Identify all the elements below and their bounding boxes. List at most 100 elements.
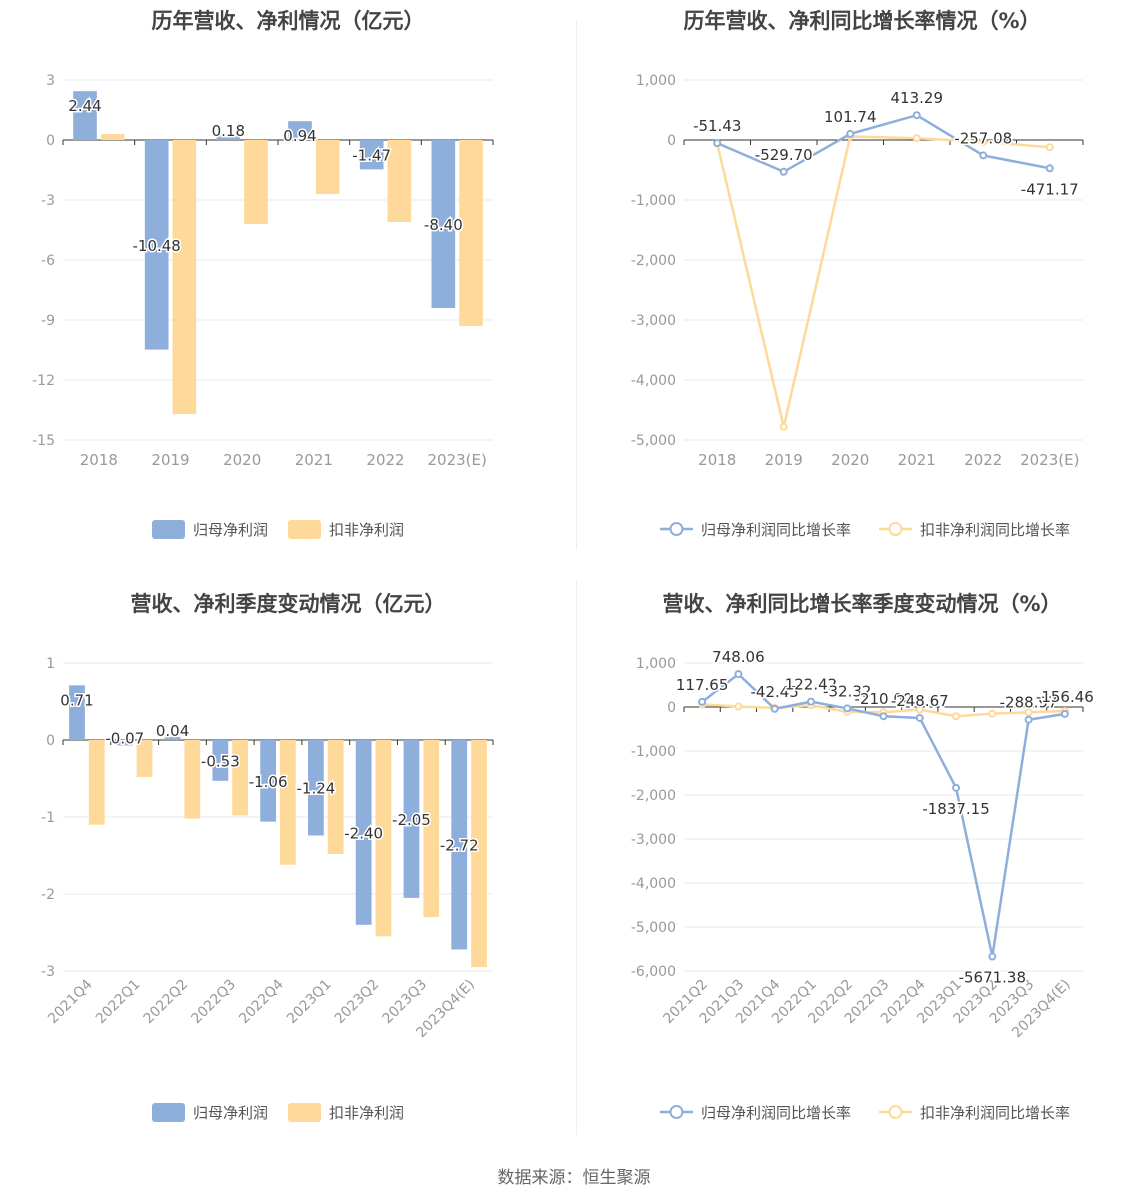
y-tick-label: -1 — [41, 810, 55, 826]
x-tick-label: 2021 — [295, 451, 333, 469]
bar-deducted-net-profit — [232, 740, 248, 816]
data-label: 0.71 — [60, 691, 93, 709]
legend-swatch — [288, 1103, 321, 1122]
bar-parent-net-profit — [69, 685, 85, 740]
bar-parent-net-profit — [73, 91, 97, 140]
data-label: -42.45 — [751, 683, 799, 701]
center-divider-lower — [576, 580, 577, 1135]
line-deducted-growth — [716, 135, 1050, 428]
data-label: -32.32 — [823, 682, 871, 700]
data-label: -288.97 — [1000, 694, 1058, 712]
chart-title: 营收、净利季度变动情况（亿元） — [130, 592, 446, 616]
line-point — [843, 704, 852, 713]
chart-title: 营收、净利同比增长率季度变动情况（%） — [662, 592, 1062, 616]
bar-deducted-net-profit — [172, 140, 197, 414]
bar-parent-net-profit — [403, 740, 420, 898]
x-tick-label: 2020 — [831, 451, 869, 469]
data-label: -2.72 — [440, 837, 479, 855]
x-tick-label: 2022 — [964, 451, 1002, 469]
chart-title: 历年营收、净利情况（亿元） — [151, 9, 425, 33]
bar-deducted-net-profit — [375, 740, 392, 937]
data-source-note: 数据来源：恒生聚源 — [497, 1168, 651, 1188]
legend-label: 扣非净利润 — [329, 1104, 404, 1122]
x-tick-label: 2022 — [366, 451, 404, 469]
annual-profit-chart-panel: 历年营收、净利情况（亿元） 3 0 -3 -6 -9 -12 -15 2018 2019 2020… — [0, 0, 576, 560]
bar-parent-net-profit — [116, 740, 133, 746]
legend-swatch-marker — [888, 522, 903, 536]
bar-deducted-net-profit — [315, 140, 340, 194]
bar-parent-net-profit — [355, 740, 372, 925]
bar-deducted-net-profit — [387, 140, 412, 222]
line-point — [713, 139, 722, 148]
legend-label: 归母净利润 — [193, 521, 268, 539]
bar-parent-net-profit — [212, 740, 229, 781]
data-label: -10.48 — [132, 237, 180, 255]
bar-deducted-net-profit — [327, 740, 344, 854]
y-tick-label: -5,000 — [631, 920, 676, 936]
y-tick-label: -3,000 — [631, 313, 676, 329]
legend-label: 扣非净利润同比增长率 — [920, 1104, 1070, 1122]
data-label: -8.40 — [424, 216, 463, 234]
bar-deducted-net-profit — [184, 740, 201, 819]
y-tick-label: -6,000 — [631, 964, 676, 980]
bar-deducted-net-profit — [244, 140, 268, 224]
y-tick-label: -3 — [41, 964, 55, 980]
bar-parent-net-profit — [216, 136, 241, 140]
y-tick-label: -3 — [41, 193, 55, 209]
x-tick-label: 2021 — [898, 451, 936, 469]
y-tick-label: -2,000 — [631, 788, 676, 804]
bar-deducted-net-profit — [88, 740, 105, 825]
y-tick-label: -2,000 — [631, 253, 676, 269]
y-tick-label: 1 — [46, 656, 55, 672]
line-point — [988, 709, 997, 718]
y-tick-label: 0 — [46, 133, 55, 149]
line-point — [770, 704, 779, 713]
data-label: -0.07 — [105, 729, 144, 747]
line-parent-growth — [716, 113, 1050, 174]
line-point — [979, 137, 988, 146]
legend-swatch-marker — [669, 522, 684, 536]
line-point — [988, 952, 997, 961]
y-tick-label: 0 — [667, 133, 676, 149]
data-label: -471.17 — [1021, 180, 1079, 198]
bar-parent-net-profit — [260, 740, 276, 822]
x-tick-label: 2023Q1 — [284, 977, 335, 1028]
data-label: -529.70 — [755, 146, 813, 164]
x-tick-label: 2019 — [765, 451, 803, 469]
x-tick-label: 2023(E) — [1020, 451, 1079, 469]
x-tick-label: 2023Q2 — [332, 977, 383, 1028]
bar-deducted-net-profit — [136, 740, 153, 777]
x-tick-label: 2019 — [151, 451, 189, 469]
x-tick-label: 2022Q3 — [188, 977, 239, 1028]
legend-swatch — [288, 520, 321, 539]
legend-swatch — [152, 1103, 185, 1122]
x-tick-label: 2022Q2 — [141, 977, 192, 1028]
bar-deducted-net-profit — [471, 740, 487, 968]
data-label: -2.40 — [344, 824, 383, 842]
y-tick-label: -1,000 — [631, 193, 676, 209]
data-label: -5671.38 — [959, 969, 1026, 987]
line-point — [912, 134, 921, 143]
center-divider — [576, 20, 577, 550]
line-point — [1024, 715, 1033, 724]
line-point — [1060, 709, 1069, 718]
quarterly-profit-chart-panel: 营收、净利季度变动情况（亿元） 1 0 -1 -2 -3 2021Q4 2022Q1 2022… — [0, 580, 576, 1145]
line-point — [846, 129, 855, 138]
data-label: -51.43 — [693, 117, 741, 135]
data-label: -1.47 — [352, 147, 391, 165]
bar-parent-net-profit — [308, 740, 324, 836]
chart-title: 历年营收、净利同比增长率情况（%） — [683, 9, 1041, 33]
data-label: 2.44 — [68, 97, 101, 115]
y-tick-label: 3 — [46, 73, 55, 89]
quarterly-growth-chart-panel: 营收、净利同比增长率季度变动情况（%） 1,000 0 -1,000 -2,000 -3… — [576, 580, 1148, 1145]
data-label: 117.65 — [676, 676, 729, 694]
legend-swatch-marker — [888, 1105, 903, 1119]
y-tick-label: -15 — [32, 433, 55, 449]
legend-label: 扣非净利润 — [329, 521, 404, 539]
line-point — [979, 151, 988, 160]
data-label: -1837.15 — [922, 800, 989, 818]
x-tick-label: 2018 — [698, 451, 736, 469]
legend-label: 归母净利润 — [193, 1104, 268, 1122]
x-tick-label: 2023(E) — [427, 451, 486, 469]
quarterly-profit-bar-chart: 10-1-2-32021Q42022Q12022Q22022Q32022Q420… — [41, 656, 494, 1122]
